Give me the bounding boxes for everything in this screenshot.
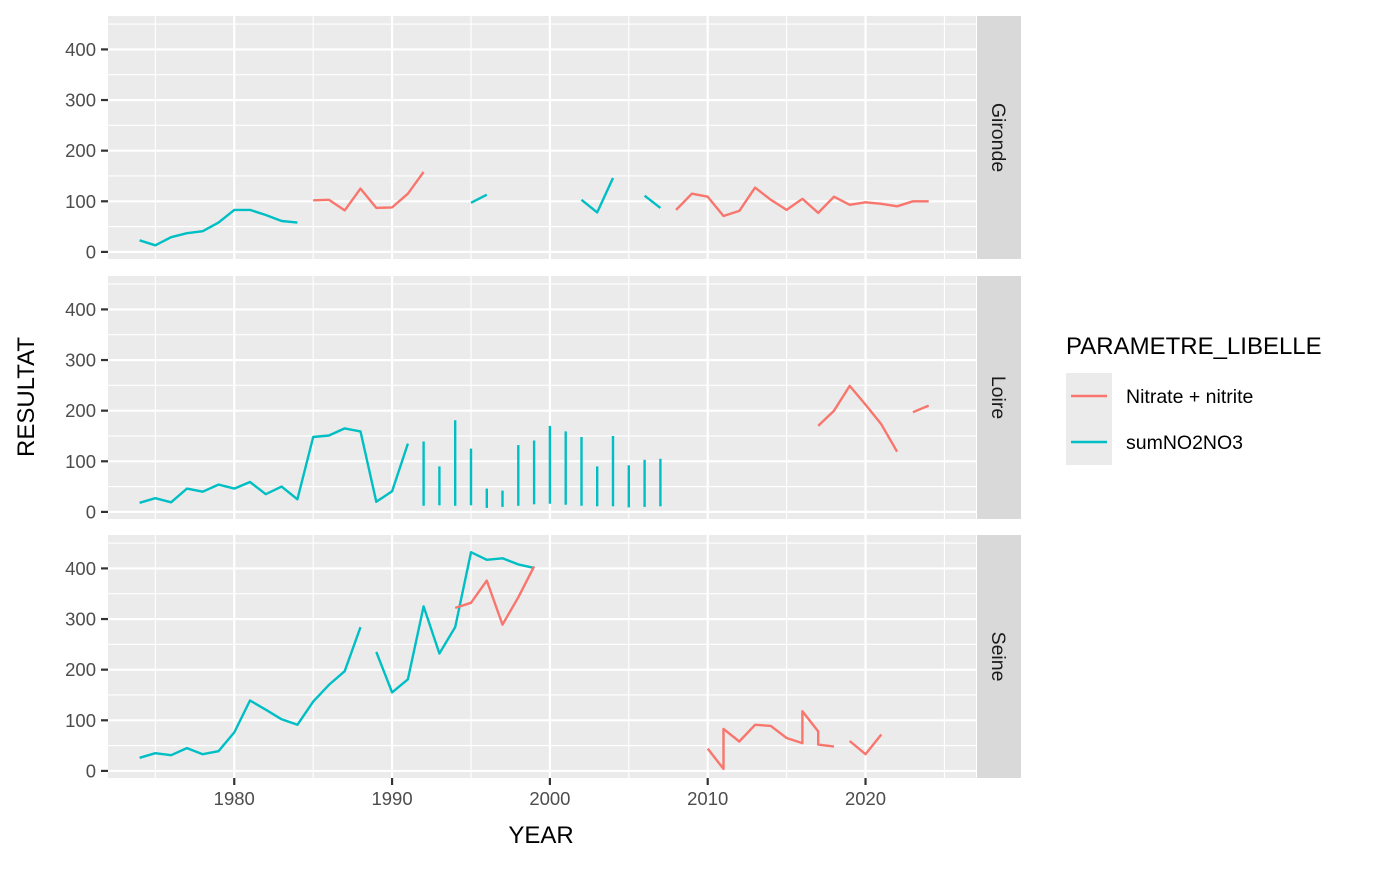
y-tick-label: 100 [65,710,96,731]
series-nitrate-nitrite-loire [817,384,930,453]
series-nitrate-nitrite-seine [454,565,883,771]
x-axis-title: YEAR [508,822,573,849]
facet-panels: 0 100 200 300 400 Gironde 0 100 200 300 400 Loire 0 1… [65,16,1021,781]
y-tick-label: 0 [86,760,96,781]
panel-background [108,16,976,259]
series-sumno2no3-seine [139,551,535,759]
series-line [817,384,899,453]
y-tick-label: 400 [65,39,96,60]
y-tick-label: 300 [65,350,96,371]
series-line [912,404,930,414]
y-tick-label: 400 [65,558,96,579]
series-line [643,194,662,209]
panel-background [108,535,976,778]
facet-label: Seine [987,632,1009,682]
x-tick-label: 2020 [845,788,886,809]
panel-background [108,276,976,519]
y-tick-label: 200 [65,659,96,680]
x-tick-label: 1980 [214,788,255,809]
x-axis: 1980 1990 2000 2010 2020 [214,778,886,809]
series-sumno2no3-gironde [139,177,662,247]
y-tick-label: 300 [65,609,96,630]
x-tick-label: 2000 [529,788,570,809]
facet-label: Gironde [987,103,1009,172]
y-tick-label: 200 [65,140,96,161]
facet-label: Loire [987,376,1009,419]
y-tick-label: 400 [65,299,96,320]
y-tick-label: 200 [65,400,96,421]
y-tick-label: 300 [65,90,96,111]
series-line [139,626,362,759]
legend-entry-nitrate-nitrite: Nitrate + nitrite [1066,373,1253,419]
x-tick-label: 2010 [687,788,728,809]
series-line [139,208,298,247]
series-line [139,427,410,504]
legend-entry-sumno2no3: sumNO2NO3 [1066,419,1243,465]
facet-strip [977,535,1021,778]
y-tick-label: 0 [86,501,96,522]
panel-loire: 0 100 200 300 400 Loire [65,276,1021,522]
series-line [454,565,536,626]
facet-strip [977,276,1021,519]
series-line [580,177,615,214]
series-line [375,551,535,694]
legend-label: sumNO2NO3 [1126,432,1243,454]
facet-strip [977,16,1021,259]
series-sumno2no3-loire [139,420,662,508]
y-tick-label: 0 [86,241,96,262]
panel-gironde: 0 100 200 300 400 Gironde [65,16,1021,262]
legend-title: PARAMETRE_LIBELLE [1066,333,1322,360]
series-line [313,171,425,212]
series-line [706,710,835,771]
y-tick-label: 100 [65,451,96,472]
legend: PARAMETRE_LIBELLE Nitrate + nitrite sumNO… [1066,333,1322,465]
y-axis-title: RESULTAT [13,337,40,457]
series-nitrate-nitrite-gironde [313,171,929,218]
series-line [675,186,929,218]
series-line [470,193,488,204]
y-tick-label: 100 [65,191,96,212]
legend-label: Nitrate + nitrite [1126,386,1253,408]
panel-seine: 0 100 200 300 400 Seine [65,535,1021,781]
x-tick-label: 1990 [371,788,412,809]
series-line [848,733,883,756]
